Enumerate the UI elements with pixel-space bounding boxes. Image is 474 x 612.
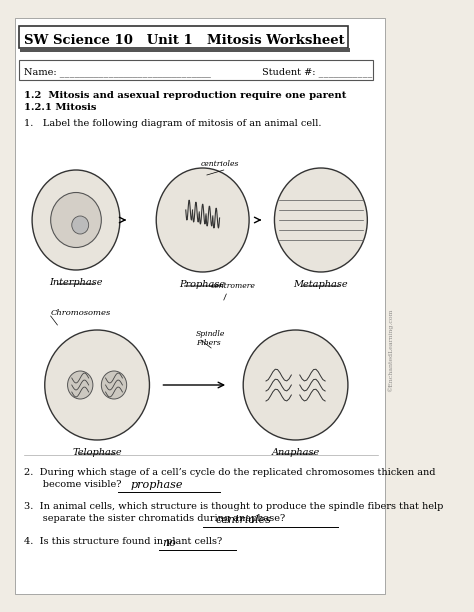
Text: centromere: centromere: [211, 282, 256, 290]
Text: Prophase: Prophase: [180, 280, 226, 289]
Text: centrioles: centrioles: [215, 515, 271, 525]
Text: Name: _______________________________: Name: _______________________________: [24, 67, 210, 77]
FancyBboxPatch shape: [18, 26, 348, 48]
Text: 3.  In animal cells, which structure is thought to produce the spindle fibers th: 3. In animal cells, which structure is t…: [24, 502, 443, 511]
Text: Mitosis Worksheet: Mitosis Worksheet: [207, 34, 345, 47]
Ellipse shape: [45, 330, 149, 440]
Text: 1.2  Mitosis and asexual reproduction require one parent: 1.2 Mitosis and asexual reproduction req…: [24, 91, 346, 100]
Text: Chromosomes: Chromosomes: [51, 309, 111, 317]
Text: ©EnchantedLearning.com: ©EnchantedLearning.com: [387, 308, 393, 392]
FancyBboxPatch shape: [18, 60, 373, 80]
Text: Telophase: Telophase: [73, 448, 122, 457]
FancyBboxPatch shape: [20, 48, 350, 52]
Ellipse shape: [274, 168, 367, 272]
Text: become visible?: become visible?: [24, 480, 121, 489]
Ellipse shape: [68, 371, 93, 399]
Text: SW Science 10   Unit 1: SW Science 10 Unit 1: [24, 34, 192, 47]
Ellipse shape: [51, 193, 101, 247]
Text: separate the sister chromatids during anaphase?: separate the sister chromatids during an…: [24, 514, 285, 523]
Text: Student #: ___________: Student #: ___________: [262, 67, 372, 77]
Text: 4.  Is this structure found in plant cells?: 4. Is this structure found in plant cell…: [24, 537, 222, 546]
Text: Metaphase: Metaphase: [293, 280, 348, 289]
FancyBboxPatch shape: [15, 18, 385, 594]
Text: Interphase: Interphase: [49, 278, 103, 287]
Text: Spindle
Fibers: Spindle Fibers: [196, 330, 225, 347]
Ellipse shape: [32, 170, 120, 270]
Ellipse shape: [243, 330, 348, 440]
Text: no: no: [162, 538, 176, 548]
Text: 1.   Label the following diagram of mitosis of an animal cell.: 1. Label the following diagram of mitosi…: [24, 119, 321, 127]
Ellipse shape: [156, 168, 249, 272]
Text: 2.  During which stage of a cell’s cycle do the replicated chromosomes thicken a: 2. During which stage of a cell’s cycle …: [24, 468, 435, 477]
Ellipse shape: [101, 371, 127, 399]
Text: 1.2.1 Mitosis: 1.2.1 Mitosis: [24, 102, 96, 111]
Text: centrioles: centrioles: [201, 160, 239, 168]
Text: Anaphase: Anaphase: [272, 448, 319, 457]
Ellipse shape: [72, 216, 89, 234]
Text: prophase: prophase: [131, 480, 183, 490]
